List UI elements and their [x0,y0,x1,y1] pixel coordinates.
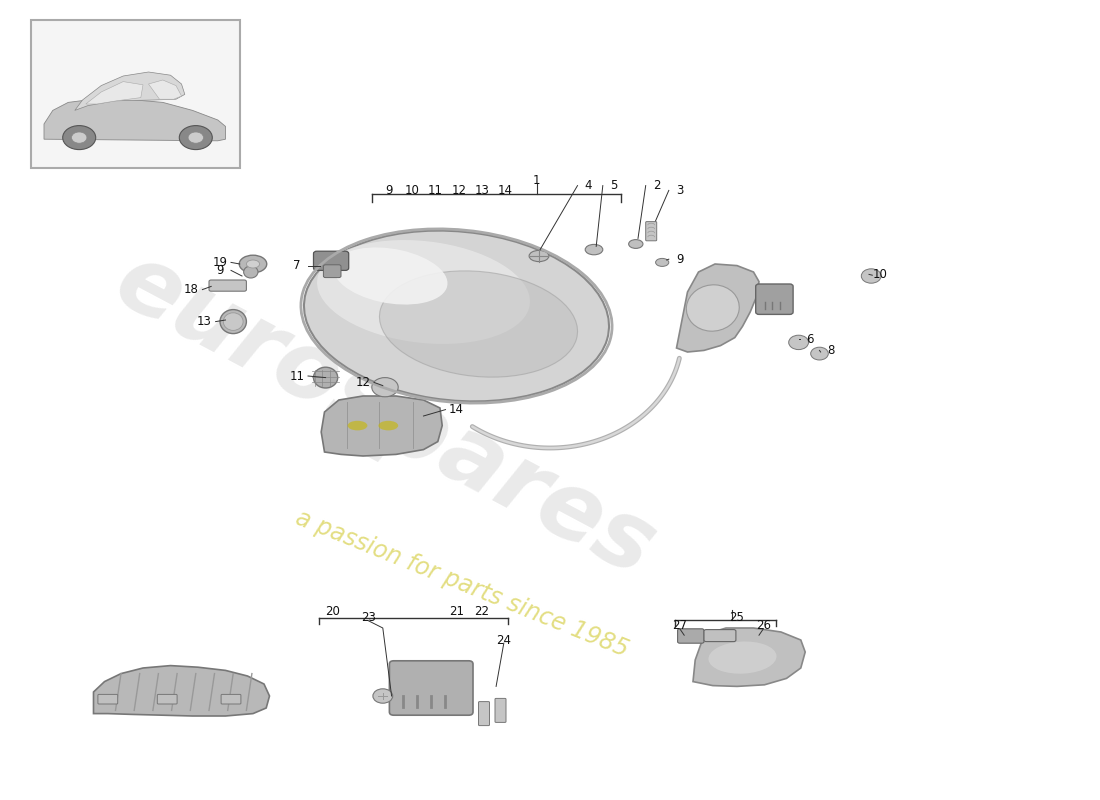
Text: 4: 4 [585,179,592,192]
Text: 14: 14 [497,184,513,197]
Text: 19: 19 [212,256,228,269]
Text: 22: 22 [474,605,490,618]
Polygon shape [321,396,442,456]
Text: 13: 13 [197,315,212,328]
Text: 12: 12 [451,184,466,197]
Ellipse shape [304,230,609,402]
Text: 24: 24 [496,634,512,646]
FancyBboxPatch shape [478,702,490,726]
Text: 25: 25 [729,611,745,624]
Polygon shape [75,72,185,110]
Text: 6: 6 [806,333,813,346]
Text: 18: 18 [184,283,199,296]
Ellipse shape [529,250,549,262]
Circle shape [63,126,96,150]
Text: 27: 27 [672,619,688,632]
Text: 26: 26 [756,619,771,632]
Ellipse shape [585,245,603,255]
Circle shape [811,347,828,360]
Ellipse shape [348,421,367,430]
Text: 7: 7 [294,259,300,272]
Circle shape [72,132,87,143]
Ellipse shape [378,421,398,430]
Ellipse shape [223,313,243,330]
Ellipse shape [246,260,260,268]
FancyBboxPatch shape [209,280,246,291]
Text: 14: 14 [449,403,464,416]
Text: 5: 5 [610,179,617,192]
Text: 12: 12 [355,376,371,389]
FancyBboxPatch shape [221,694,241,704]
Text: 11: 11 [289,370,305,382]
Polygon shape [94,666,270,716]
Polygon shape [676,264,759,352]
Ellipse shape [708,642,777,674]
Text: eurospares: eurospares [100,235,670,597]
Text: 13: 13 [474,184,490,197]
Ellipse shape [220,310,246,334]
Ellipse shape [314,367,338,388]
Text: 10: 10 [872,268,888,281]
Text: 9: 9 [386,184,393,197]
Circle shape [789,335,808,350]
FancyBboxPatch shape [495,698,506,722]
Bar [31,20,240,168]
Ellipse shape [656,258,669,266]
Text: 1: 1 [534,174,540,186]
Circle shape [861,269,881,283]
FancyBboxPatch shape [678,629,704,643]
Polygon shape [86,82,143,104]
Polygon shape [44,99,225,141]
FancyBboxPatch shape [646,222,657,241]
FancyBboxPatch shape [314,251,349,270]
Ellipse shape [379,271,578,377]
Text: 20: 20 [324,605,340,618]
Circle shape [179,126,212,150]
Text: 10: 10 [405,184,420,197]
FancyBboxPatch shape [323,265,341,278]
FancyBboxPatch shape [756,284,793,314]
Text: 9: 9 [217,264,223,277]
FancyBboxPatch shape [704,630,736,642]
Ellipse shape [317,240,530,344]
Circle shape [188,132,204,143]
FancyBboxPatch shape [157,694,177,704]
FancyBboxPatch shape [98,694,118,704]
Text: 9: 9 [676,253,683,266]
Circle shape [373,689,393,703]
Text: 3: 3 [676,184,683,197]
Ellipse shape [240,255,266,273]
Circle shape [372,378,398,397]
FancyBboxPatch shape [389,661,473,715]
Polygon shape [148,80,182,99]
Text: 11: 11 [428,184,443,197]
Ellipse shape [333,247,448,305]
Text: 2: 2 [653,179,660,192]
Polygon shape [693,628,805,686]
Ellipse shape [629,240,642,248]
Ellipse shape [686,285,739,331]
Ellipse shape [243,266,257,278]
Text: 8: 8 [827,344,834,357]
Text: 23: 23 [361,611,376,624]
Text: 21: 21 [449,605,464,618]
Text: a passion for parts since 1985: a passion for parts since 1985 [293,506,631,662]
